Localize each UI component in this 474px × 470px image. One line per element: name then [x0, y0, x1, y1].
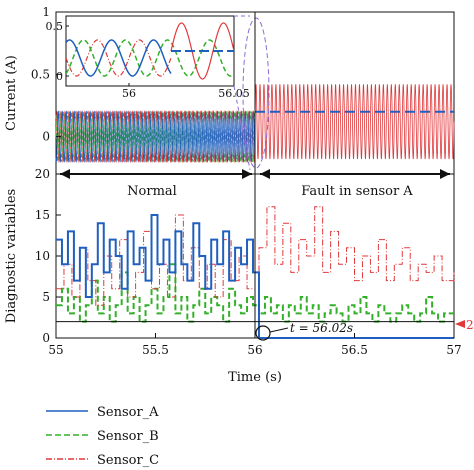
zoom-ellipse [242, 17, 270, 169]
diagnostic-y-tick-label: 10 [35, 249, 50, 263]
current-y-label: Current (A) [4, 55, 19, 131]
current-waveforms [55, 84, 455, 164]
diagnostic-y-tick-label: 15 [35, 208, 50, 222]
fault-phase-label: Fault in sensor A [301, 184, 413, 199]
inset-sensor-c-fault [170, 22, 234, 80]
current-sensor-c-normal [55, 110, 256, 164]
time-x-ticks: 55 55.5 56 56.5 57 [48, 333, 462, 357]
normal-arrow-left-head [60, 169, 70, 179]
time-x-label: Time (s) [228, 370, 282, 385]
fault-time-circle [255, 325, 271, 341]
current-y-ticks: 00.51 [31, 5, 61, 144]
current-y-tick-label: 1 [42, 5, 50, 19]
normal-phase-label: Normal [127, 184, 177, 199]
current-sensor-a-normal [55, 110, 256, 163]
zoom-inset: 56 56.05 0 0.5 [46, 15, 250, 100]
current-sensor-c-fault [254, 84, 455, 160]
normal-label-bg [104, 180, 200, 200]
current-y-tick-label: 0.5 [31, 67, 50, 81]
legend-label-sensor-b: Sensor_B [97, 429, 159, 444]
normal-arrow-right-head [242, 169, 252, 179]
current-sensor-b-normal [55, 110, 256, 163]
inset-waveforms [66, 22, 234, 80]
zoom-connector-bottom [233, 85, 251, 171]
current-y-tick-label: 0 [42, 130, 50, 144]
fault-time-pointer [269, 327, 289, 333]
inset-x-tick-label: 56 [122, 87, 136, 100]
diagnostic-y-ticks: 0 5 10 15 20 [35, 167, 61, 345]
inset-ticks: 56 56.05 0 0.5 [46, 20, 250, 100]
fault-time-annotation: t = 56.02s [290, 321, 353, 335]
fault-label-bg [290, 180, 424, 200]
inset-y-tick-label: 0 [56, 70, 63, 83]
legend: Sensor_A Sensor_B Sensor_C [46, 405, 159, 468]
diagnostic-y-tick-label: 5 [42, 290, 50, 304]
time-x-tick-label: 55 [48, 343, 63, 357]
fault-arrow-right-head [440, 169, 450, 179]
diagnostic-y-label: Diagnostic variables [4, 189, 19, 323]
threshold-label: 2 [466, 318, 474, 332]
fault-arrow-left-head [260, 169, 270, 179]
time-x-tick-label: 56 [247, 343, 262, 357]
time-x-tick-label: 55.5 [142, 343, 169, 357]
diagnostic-plot: 0 5 10 15 20 55 55.5 56 56.5 57 Diagnostic varia… [4, 167, 474, 385]
inset-sensor-a-normal [66, 39, 172, 77]
diagnostic-sensor-a-line [56, 214, 454, 339]
diagnostic-y-tick-label: 0 [42, 331, 50, 345]
diagnostic-y-tick-label: 20 [35, 167, 50, 181]
legend-label-sensor-c: Sensor_C [97, 453, 159, 468]
threshold-marker-icon [455, 320, 465, 328]
inset-y-tick-label: 0.5 [46, 20, 64, 33]
time-x-tick-label: 57 [446, 343, 461, 357]
inset-x-tick-label: 56.05 [218, 87, 250, 100]
inset-sensor-b [66, 39, 234, 77]
legend-label-sensor-a: Sensor_A [97, 405, 159, 420]
time-x-tick-label: 56.5 [341, 343, 368, 357]
